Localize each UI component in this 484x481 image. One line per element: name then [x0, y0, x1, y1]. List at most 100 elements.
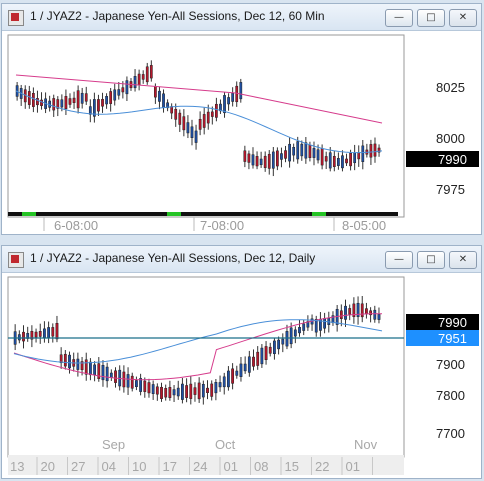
- candle: [222, 372, 226, 395]
- chart-window-daily[interactable]: 1 / JYAZ2 - Japanese Yen-All Sessions, D…: [1, 245, 482, 479]
- price-label: 7975: [436, 182, 465, 197]
- candle: [206, 104, 210, 130]
- plot-frame: [7, 276, 405, 458]
- date-label: 10: [132, 459, 146, 474]
- candle: [117, 82, 121, 100]
- candle: [63, 350, 67, 370]
- candle: [105, 93, 108, 109]
- candle: [76, 85, 80, 114]
- minimize-button[interactable]: —: [385, 251, 413, 269]
- candle: [231, 363, 235, 390]
- last-price-value: 7990: [438, 315, 467, 330]
- candle: [133, 69, 137, 92]
- candle: [285, 324, 289, 350]
- candle: [113, 83, 117, 106]
- candle: [105, 362, 109, 388]
- candle: [88, 99, 92, 123]
- line-price-badge: [406, 330, 479, 346]
- candle: [293, 326, 297, 344]
- candle: [97, 357, 101, 382]
- candle: [114, 367, 117, 388]
- date-label: 08: [254, 459, 268, 474]
- candle: [377, 144, 381, 157]
- candle: [377, 307, 381, 324]
- month-axis: Sep Oct Nov: [102, 437, 378, 452]
- maximize-button[interactable]: □: [417, 251, 445, 269]
- candle: [276, 147, 279, 171]
- candle: [109, 88, 113, 112]
- titlebar[interactable]: 1 / JYAZ2 - Japanese Yen-All Sessions, D…: [2, 246, 481, 273]
- chart-window-60min[interactable]: 1 / JYAZ2 - Japanese Yen-All Sessions, D…: [1, 3, 482, 235]
- close-button[interactable]: ✕: [449, 9, 477, 27]
- candle: [125, 76, 129, 101]
- chart-area[interactable]: Sep Oct Nov 13 20 27 04 10 17 24 01 08 15 22 01 790…: [2, 273, 481, 479]
- candle: [373, 305, 377, 323]
- month-label: Sep: [102, 437, 125, 452]
- price-plot[interactable]: [15, 60, 383, 177]
- app-icon: [8, 10, 24, 26]
- candle: [56, 96, 60, 117]
- candle: [168, 380, 172, 401]
- candle: [227, 366, 230, 391]
- candle: [135, 376, 138, 391]
- candle: [174, 103, 178, 127]
- candle: [239, 78, 243, 103]
- candle: [268, 342, 272, 357]
- date-label: 20: [41, 459, 55, 474]
- line-price-value: 7951: [438, 331, 467, 346]
- candle: [247, 350, 251, 377]
- last-price-badge: [406, 314, 479, 330]
- candle: [271, 146, 275, 177]
- candle: [76, 352, 80, 377]
- candle: [345, 153, 348, 166]
- date-label: 27: [71, 459, 85, 474]
- candle: [260, 344, 264, 368]
- time-axis: 6-08:00 7-08:00 8-05:00: [43, 217, 386, 233]
- last-price-value: 7990: [438, 152, 467, 167]
- candle: [185, 378, 189, 403]
- candle: [277, 336, 281, 355]
- candle: [251, 147, 255, 169]
- candle: [190, 119, 194, 146]
- candle: [210, 106, 214, 125]
- session-marker: [22, 212, 36, 216]
- candle: [314, 315, 318, 337]
- session-marker: [167, 212, 181, 216]
- candle: [259, 151, 263, 168]
- candle: [235, 365, 239, 379]
- ma-fast-line: [13, 319, 383, 364]
- candle: [356, 296, 360, 325]
- titlebar[interactable]: 1 / JYAZ2 - Japanese Yen-All Sessions, D…: [2, 4, 481, 31]
- ma-slow-line: [15, 74, 383, 124]
- candle: [243, 145, 247, 168]
- candle: [263, 151, 267, 172]
- candle: [292, 143, 296, 162]
- candle: [324, 151, 328, 170]
- candle: [214, 378, 218, 401]
- maximize-button[interactable]: □: [417, 9, 445, 27]
- plot-frame: [7, 34, 405, 218]
- candle: [143, 377, 147, 398]
- candle: [30, 325, 34, 348]
- candle: [373, 137, 377, 163]
- candle: [176, 380, 180, 400]
- close-button[interactable]: ✕: [449, 251, 477, 269]
- candle: [332, 150, 336, 172]
- date-label: 17: [163, 459, 177, 474]
- candle: [93, 92, 96, 123]
- price-label: 7900: [436, 357, 465, 372]
- candle: [206, 380, 209, 400]
- candle: [32, 87, 35, 113]
- price-label: 7700: [436, 426, 465, 441]
- minimize-button[interactable]: —: [385, 9, 413, 27]
- candle: [273, 337, 276, 360]
- candle: [36, 90, 39, 113]
- price-axis: 8025 8000 7975 7990: [406, 80, 479, 197]
- candle: [186, 115, 190, 139]
- candle: [252, 349, 255, 371]
- candle: [298, 319, 301, 337]
- date-label: 15: [285, 459, 299, 474]
- chart-area[interactable]: 6-08:00 7-08:00 8-05:00 8025 8000 7975 7…: [2, 31, 481, 235]
- candle: [284, 145, 287, 163]
- candle: [267, 150, 271, 175]
